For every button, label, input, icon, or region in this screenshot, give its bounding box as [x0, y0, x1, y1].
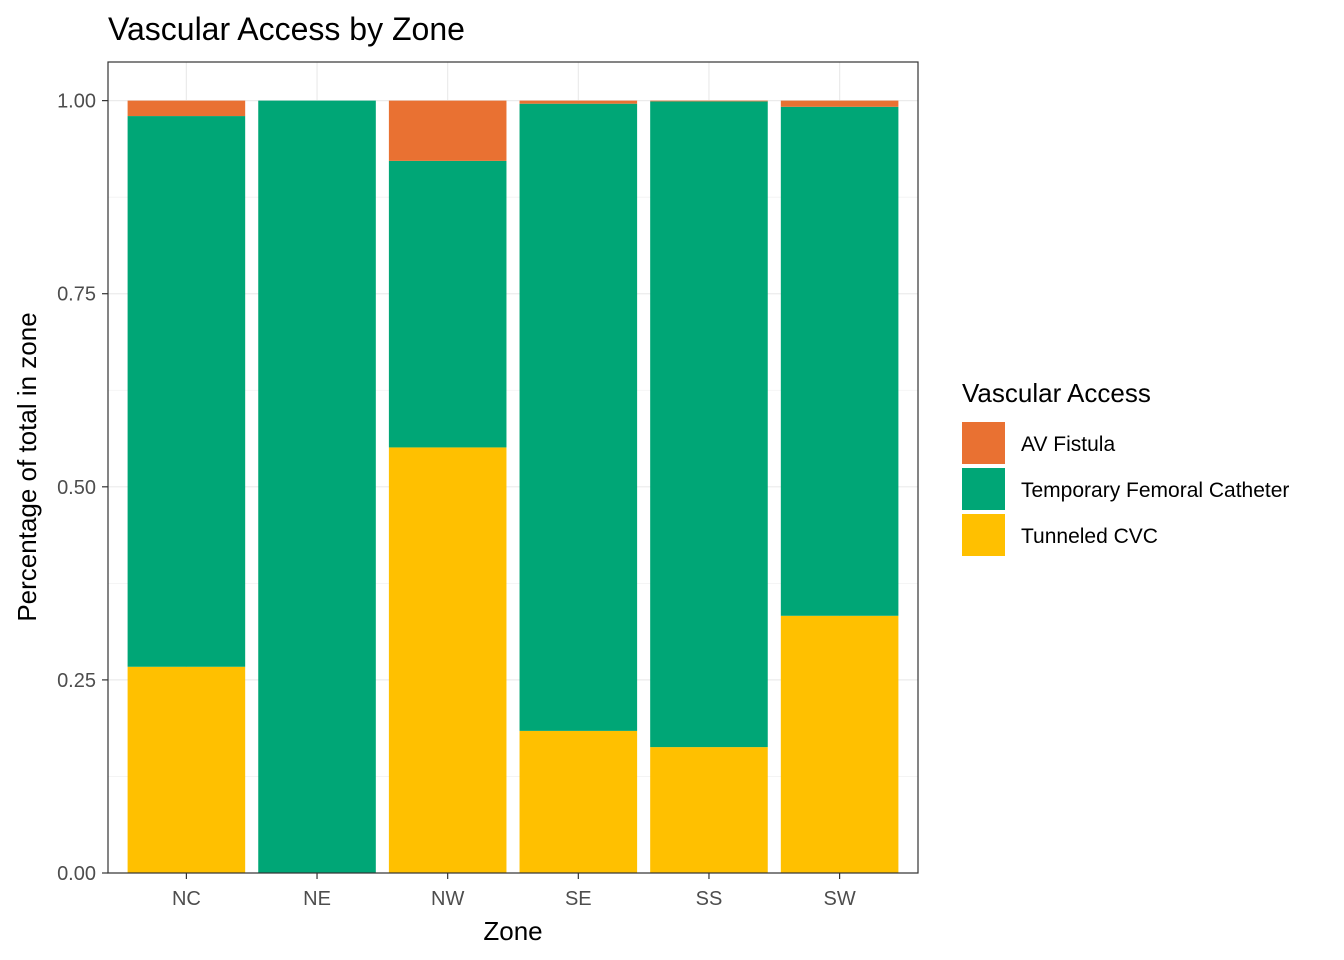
y-axis-title: Percentage of total in zone: [12, 312, 42, 621]
bar-nc-av-fistula: [127, 100, 246, 117]
y-tick-label: 0.75: [57, 284, 96, 306]
plot-border: [107, 61, 919, 874]
legend-label-temporary-femoral-catheter: Temporary Femoral Catheter: [1021, 479, 1289, 502]
bars: [127, 100, 899, 874]
legend: Vascular Access AV Fistula Temporary Femo…: [962, 378, 1289, 556]
plot-panel: [107, 61, 919, 874]
bar-ne-temporary-femoral-catheter: [258, 100, 376, 874]
x-axis: NC NE NW SE SS SW: [172, 873, 856, 910]
legend-label-av-fistula: AV Fistula: [1021, 433, 1115, 456]
legend-swatch-tunneled-cvc: [962, 514, 1005, 556]
legend-label-tunneled-cvc: Tunneled CVC: [1021, 525, 1158, 548]
legend-swatch-temporary-femoral-catheter: [962, 468, 1005, 510]
bar-ss-tunneled-cvc: [650, 747, 768, 873]
y-tick-label: 0.50: [57, 477, 96, 499]
legend-items: AV Fistula Temporary Femoral Catheter Tunn…: [962, 422, 1289, 556]
bar-nc-tunneled-cvc: [127, 666, 246, 873]
bar-sw-av-fistula: [780, 100, 899, 107]
y-tick-label: 0.25: [57, 670, 96, 692]
x-tick-label: NE: [303, 888, 331, 910]
bar-nw-av-fistula: [388, 100, 507, 161]
bar-ss-temporary-femoral-catheter: [650, 101, 768, 748]
bar-nc-temporary-femoral-catheter: [127, 116, 246, 667]
bar-se-temporary-femoral-catheter: [519, 103, 638, 731]
bar-nw-tunneled-cvc: [388, 447, 507, 873]
bar-sw-tunneled-cvc: [780, 615, 899, 873]
x-tick-label: NW: [431, 888, 464, 910]
y-axis: 0.00 0.25 0.50 0.75 1.00: [57, 91, 108, 885]
bar-se-av-fistula: [519, 100, 638, 104]
y-tick-label: 1.00: [57, 91, 96, 113]
bar-sw-temporary-femoral-catheter: [780, 106, 899, 616]
x-tick-label: SS: [696, 888, 723, 910]
x-tick-label: SW: [824, 888, 856, 910]
bar-se-tunneled-cvc: [519, 730, 638, 873]
x-tick-label: SE: [565, 888, 592, 910]
x-tick-label: NC: [172, 888, 201, 910]
legend-swatch-av-fistula: [962, 422, 1005, 464]
x-axis-title: Zone: [483, 916, 542, 946]
y-tick-label: 0.00: [57, 863, 96, 885]
legend-title: Vascular Access: [962, 378, 1151, 408]
chart-title: Vascular Access by Zone: [108, 11, 465, 47]
bar-nw-temporary-femoral-catheter: [388, 160, 507, 448]
bar-ss-av-fistula: [650, 100, 768, 102]
